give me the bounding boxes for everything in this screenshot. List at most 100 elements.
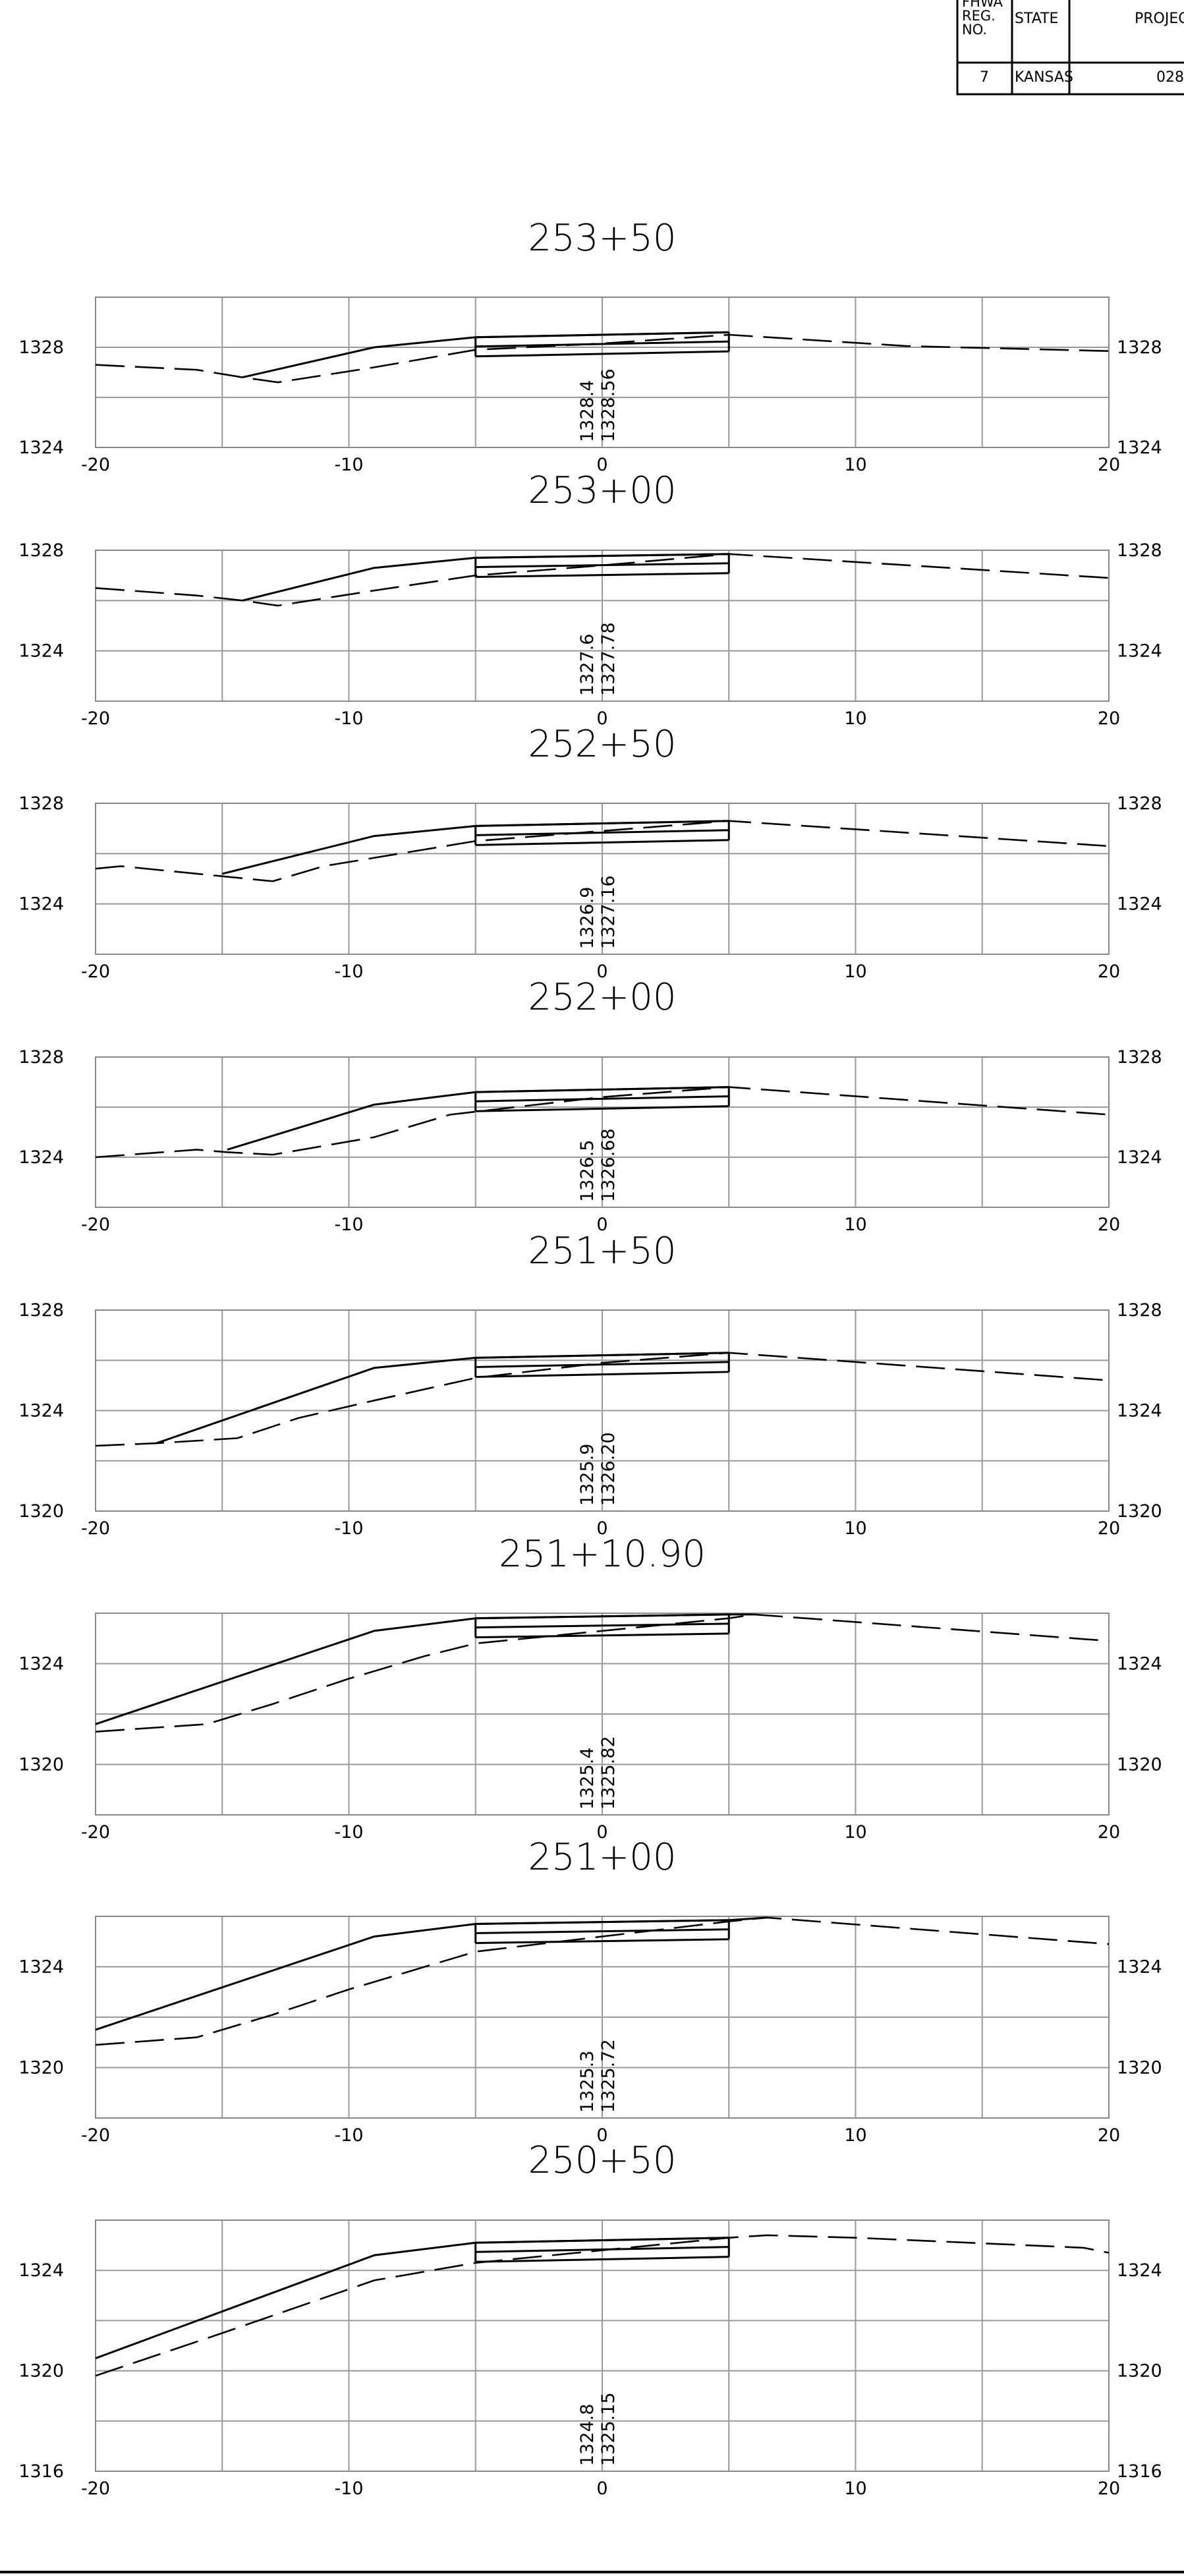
proposed-elevation-label: 1328.56 [598,368,619,442]
y-tick-label-right: 1324 [1117,894,1162,915]
pavement-course-line [475,1086,729,1093]
x-tick-label: -20 [81,2125,110,2146]
y-tick-label-left: 1320 [18,1501,64,1522]
x-tick-label: -10 [334,961,363,982]
x-tick-label: 20 [1098,2125,1120,2146]
existing-elevation-label: 1327.6 [577,634,598,696]
existing-ground-line [95,2234,1110,2377]
x-tick-label: -20 [81,2478,110,2499]
section-frame [95,550,1110,702]
section-title: 253+00 [528,469,676,512]
x-tick-label: 0 [596,708,607,729]
section-251+10.90: 251+10.90 -20 -10 0 10 20 1320 1320 1324 1324 1325… [18,1533,1162,1843]
pavement-course-line [475,820,729,827]
y-tick-label-right: 1328 [1117,1047,1162,1068]
x-tick-label: -20 [81,708,110,729]
proposed-grade-line [95,1916,767,2031]
section-252+00: 252+00 -20 -10 0 10 20 1324 1324 1328 1328 1326.5 1… [18,976,1162,1235]
proposed-grade-line [155,1352,729,1445]
y-tick-label-right: 1328 [1117,793,1162,814]
pavement-course-line [475,331,729,339]
section-title: 253+50 [528,217,676,260]
existing-elevation-label: 1326.5 [577,1140,598,1202]
pavement-course-line [475,340,729,348]
x-tick-label: -20 [81,1215,110,1235]
x-tick-label: 10 [844,2125,866,2146]
y-tick-label-left: 1320 [18,1755,64,1775]
proposed-elevation-label: 1325.15 [598,2392,619,2466]
x-tick-label: -20 [81,1518,110,1539]
y-tick-label-left: 1316 [18,2461,64,2482]
y-tick-label-left: 1328 [18,1047,64,1068]
y-tick-label-right: 1324 [1117,2260,1162,2281]
existing-elevation-label: 1324.8 [577,2404,598,2466]
section-frame [95,2219,1110,2472]
pavement-course-line [475,839,729,846]
x-tick-label: 20 [1098,1822,1120,1843]
existing-ground-line [95,820,1110,882]
title-block-header-reg-no: FHWA REG. NO. [962,0,1007,38]
existing-elevation-label: 1325.4 [577,1748,598,1810]
y-tick-label-left: 1328 [18,793,64,814]
section-title: 252+50 [528,723,676,766]
pavement-course-line [475,1095,729,1102]
section-title: 251+10.90 [499,1533,706,1576]
title-block-text: FHWA REG. NO. STATE PROJEC 7 KANSAS 028 [962,0,1184,86]
pavement-course-line [475,572,729,578]
pavement-course-line [475,350,729,358]
y-tick-label-left: 1324 [18,641,64,662]
title-block-header-state: STATE [1015,11,1058,27]
y-tick-label-left: 1324 [18,438,64,458]
x-tick-label: 10 [844,2478,866,2499]
y-tick-label-right: 1324 [1117,641,1162,662]
section-frame [95,297,1110,448]
title-block [956,0,1184,96]
section-251+00: 251+00 -20 -10 0 10 20 1320 1320 1324 1324 1325.3 1… [18,1836,1162,2146]
y-tick-label-right: 1324 [1117,1147,1162,1168]
existing-elevation-label: 1325.3 [577,2051,598,2113]
y-tick-label-right: 1316 [1117,2461,1162,2482]
x-tick-label: 20 [1098,708,1120,729]
section-frame [95,1056,1110,1208]
y-tick-label-left: 1320 [18,2058,64,2078]
y-tick-label-left: 1328 [18,1300,64,1321]
x-tick-label: -10 [334,1822,363,1843]
x-tick-label: 10 [844,1822,866,1843]
title-block-reg-no: 7 [980,69,989,86]
x-tick-label: 10 [844,455,866,475]
pavement-course-line [475,2256,729,2263]
x-tick-label: 0 [596,2125,607,2146]
existing-elevation-label: 1325.9 [577,1444,598,1506]
x-tick-label: -10 [334,2125,363,2146]
pavement-course-line [475,1371,729,1378]
y-tick-label-right: 1328 [1117,1300,1162,1321]
proposed-elevation-label: 1326.20 [598,1432,619,1506]
section-title: 252+00 [528,976,676,1019]
section-frame [95,1916,1110,2119]
existing-elevation-label: 1328.4 [577,380,598,442]
x-tick-label: -20 [81,1822,110,1843]
x-tick-label: 0 [596,455,607,475]
section-252+50: 252+50 -20 -10 0 10 20 1324 1324 1328 1328 1326.9 1… [18,723,1162,982]
x-tick-label: 20 [1098,1215,1120,1235]
pavement-course-line [475,1105,729,1112]
x-tick-label: -10 [334,455,363,475]
section-title: 251+00 [528,1836,676,1879]
existing-ground-line [95,1086,1110,1159]
x-tick-label: 0 [596,1215,607,1235]
proposed-elevation-label: 1325.82 [598,1736,619,1810]
proposed-grade-line [227,1086,729,1151]
x-tick-label: -20 [81,961,110,982]
y-tick-label-right: 1320 [1117,1501,1162,1522]
x-tick-label: -10 [334,1215,363,1235]
x-tick-label: 0 [596,1518,607,1539]
y-tick-label-left: 1324 [18,1957,64,1978]
section-title: 251+50 [528,1230,676,1273]
title-block-state: KANSAS [1015,69,1073,86]
x-tick-label: 0 [596,2478,607,2499]
pavement-course-line [475,2237,729,2244]
